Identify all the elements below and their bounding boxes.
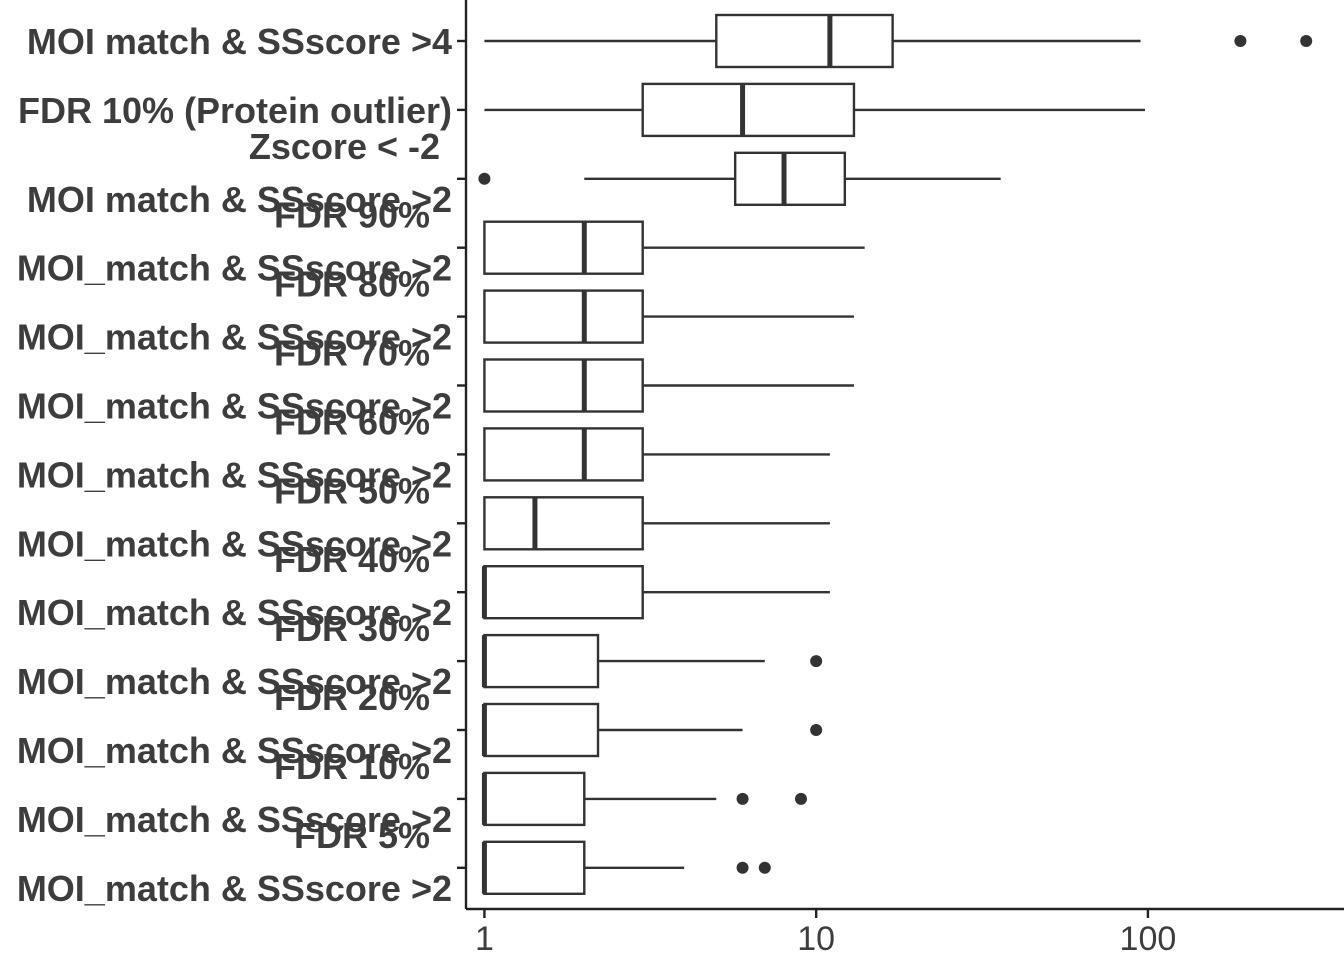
x-axis-ticks: 1 10 100 xyxy=(475,909,1176,958)
category-label-6-line-1: MOI_match & SSscore >2 xyxy=(17,454,452,495)
boxplot-series xyxy=(478,13,1313,895)
category-label-8-line-1: MOI_match & SSscore >2 xyxy=(17,592,452,633)
box-3 xyxy=(483,220,865,275)
box-7 xyxy=(483,496,830,551)
iqr-box-6 xyxy=(483,427,644,482)
box-10 xyxy=(481,702,823,758)
iqr-box-8 xyxy=(483,565,644,620)
box-6 xyxy=(483,427,830,482)
category-label-5-line-1: MOI_match & SSscore >2 xyxy=(17,386,452,427)
outlier-point-10-0 xyxy=(810,724,823,736)
x-tick-label-0: 1 xyxy=(475,920,494,958)
box-8 xyxy=(481,565,830,620)
category-label-9-line-0: FDR 30% xyxy=(274,608,430,649)
iqr-box-11 xyxy=(483,771,586,827)
category-label-11-line-0: FDR 10% xyxy=(274,746,430,787)
box-12 xyxy=(481,840,771,895)
category-label-12-line-1: MOI_match & SSscore >2 xyxy=(17,868,452,909)
category-label-4-line-1: MOI_match & SSscore >2 xyxy=(17,317,452,358)
box-4 xyxy=(483,289,854,344)
outlier-point-11-0 xyxy=(736,792,749,805)
category-label-10-line-1: MOI_match & SSscore >2 xyxy=(17,730,452,771)
outlier-point-0-0 xyxy=(1234,35,1247,47)
category-label-2-line-1: MOI match & SSscore >2 xyxy=(27,179,452,220)
iqr-box-10 xyxy=(483,702,600,758)
axes xyxy=(464,0,1344,911)
category-label-4-line-0: FDR 80% xyxy=(274,264,430,305)
iqr-box-7 xyxy=(483,496,644,551)
category-label-6-line-0: FDR 60% xyxy=(274,401,430,442)
iqr-box-5 xyxy=(483,358,644,413)
category-label-1-line-0: FDR 10% (Protein outlier) xyxy=(18,90,452,131)
iqr-box-3 xyxy=(483,220,644,275)
category-label-0-line-0: MOI match & SSscore >4 xyxy=(27,21,452,62)
category-labels: MOI match & SSscore >4 FDR 10% (Protein o… xyxy=(17,21,466,909)
iqr-box-9 xyxy=(483,633,600,689)
iqr-box-12 xyxy=(483,840,586,895)
iqr-box-2 xyxy=(733,151,847,207)
outlier-point-11-1 xyxy=(794,792,807,805)
outlier-point-12-1 xyxy=(758,861,771,874)
category-label-12-line-0: FDR 5% xyxy=(294,815,430,856)
category-label-7-line-0: FDR 50% xyxy=(274,470,430,511)
x-tick-label-1: 10 xyxy=(797,920,835,958)
outlier-point-9-0 xyxy=(810,655,823,668)
box-5 xyxy=(483,358,854,413)
box-9 xyxy=(481,633,823,689)
category-label-2-line-0: Zscore < -2 xyxy=(249,126,440,167)
box-2 xyxy=(478,151,1001,207)
category-label-3-line-1: MOI_match & SSscore >2 xyxy=(17,248,452,289)
category-label-10-line-0: FDR 20% xyxy=(274,677,430,718)
category-label-9-line-1: MOI_match & SSscore >2 xyxy=(17,661,452,702)
box-1 xyxy=(484,82,1146,138)
outlier-point-2-0 xyxy=(478,172,491,185)
category-label-5-line-0: FDR 70% xyxy=(274,333,430,374)
iqr-box-1 xyxy=(641,82,856,138)
category-label-11-line-1: MOI_match & SSscore >2 xyxy=(17,799,452,840)
box-0 xyxy=(484,13,1313,69)
category-label-3-line-0: FDR 90% xyxy=(274,195,430,236)
category-label-7-line-1: MOI_match & SSscore >2 xyxy=(17,523,452,564)
outlier-point-0-1 xyxy=(1300,35,1313,47)
iqr-box-4 xyxy=(483,289,644,344)
x-tick-label-2: 100 xyxy=(1120,920,1177,958)
iqr-box-0 xyxy=(715,13,894,69)
box-11 xyxy=(481,771,807,827)
outlier-point-12-0 xyxy=(736,861,749,874)
category-label-8-line-0: FDR 40% xyxy=(274,539,430,580)
